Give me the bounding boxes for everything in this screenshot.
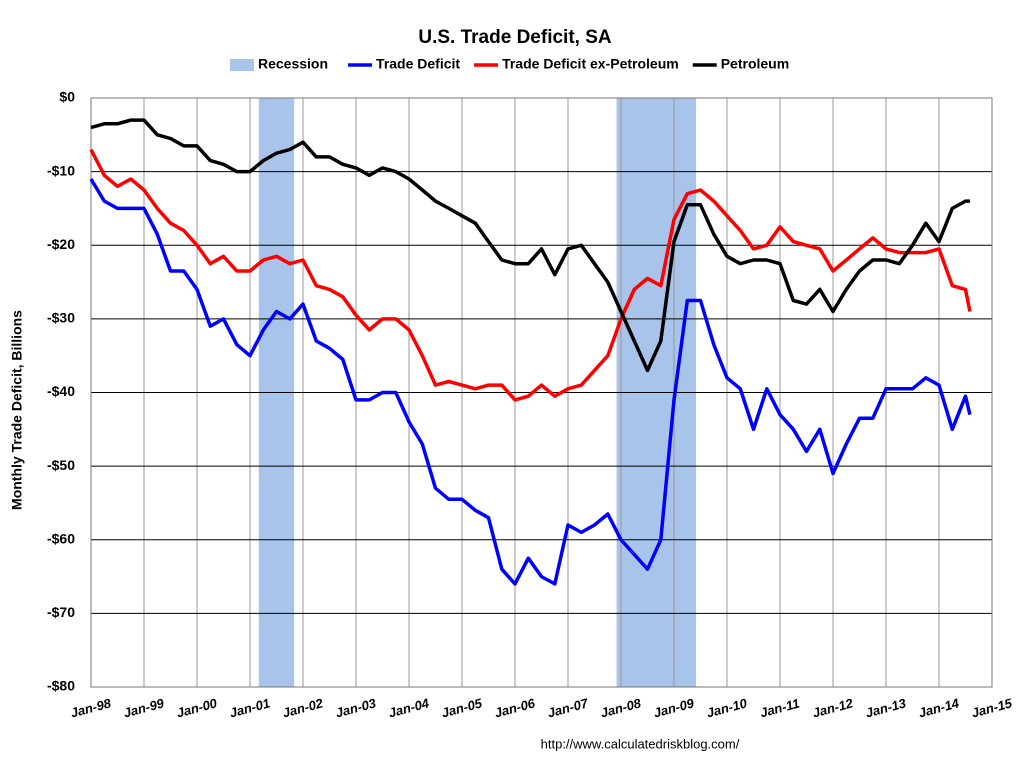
x-tick-label: Jan-99 <box>122 695 166 720</box>
legend-label: Trade Deficit ex-Petroleum <box>502 56 679 72</box>
series-line <box>90 118 970 373</box>
x-tick-label: Jan-01 <box>228 695 272 720</box>
y-tick-label: $0 <box>59 89 75 105</box>
x-tick-label: Jan-05 <box>440 695 484 720</box>
y-tick-label: -$20 <box>47 236 75 252</box>
x-tick-label: Jan-09 <box>652 695 696 720</box>
chart-title: U.S. Trade Deficit, SA <box>418 27 611 48</box>
source: http://www.calculatedriskblog.com/ <box>541 736 740 751</box>
x-tick-label: Jan-06 <box>493 695 537 720</box>
x-tick-label: Jan-98 <box>69 695 113 720</box>
series-line <box>89 178 972 586</box>
x-tick-label: Jan-07 <box>546 695 590 720</box>
legend-label: Recession <box>258 56 328 72</box>
y-tick-label: -$60 <box>47 530 75 546</box>
x-tick-label: Jan-08 <box>599 695 643 720</box>
x-tick-label: Jan-14 <box>917 695 961 720</box>
legend-label: Petroleum <box>721 56 789 72</box>
plot-frame <box>90 97 993 688</box>
y-axis-label: Monthly Trade Deficit, Billions <box>9 310 25 510</box>
y-tick-label: -$40 <box>47 383 75 399</box>
series-line <box>89 148 972 402</box>
legend-swatch <box>230 59 254 71</box>
x-tick-label: Jan-03 <box>334 695 378 720</box>
x-tick-label: Jan-15 <box>970 695 1014 720</box>
x-tick-label: Jan-00 <box>175 695 219 720</box>
x-tick-label: Jan-04 <box>387 695 431 720</box>
y-tick-label: -$80 <box>47 678 75 694</box>
x-tick-label: Jan-02 <box>281 695 325 720</box>
y-tick-label: -$50 <box>47 457 75 473</box>
y-tick-label: -$10 <box>47 162 75 178</box>
y-tick-label: -$70 <box>47 604 75 620</box>
legend-label: Trade Deficit <box>376 56 460 72</box>
x-tick-label: Jan-11 <box>758 696 801 721</box>
x-tick-label: Jan-12 <box>811 695 855 720</box>
x-tick-label: Jan-13 <box>864 695 908 720</box>
x-tick-label: Jan-10 <box>705 695 749 720</box>
y-tick-label: -$30 <box>47 310 75 326</box>
